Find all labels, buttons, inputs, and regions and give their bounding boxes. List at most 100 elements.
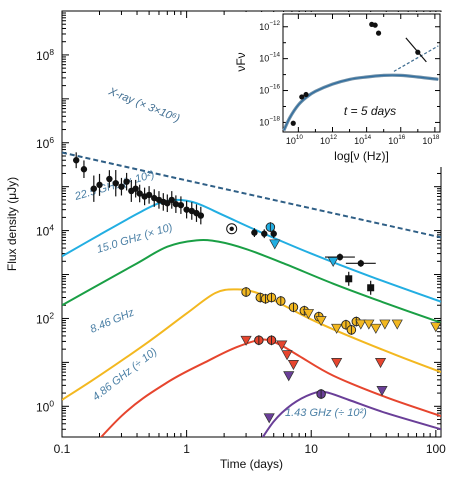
upper-limit-triangle [331, 323, 343, 334]
upper-limit-triangle [355, 319, 367, 330]
series-markers-5 [263, 371, 388, 424]
y-tick-label: 102 [36, 310, 54, 326]
y-tick-label-base: 10 [36, 137, 50, 151]
data-point [90, 185, 98, 192]
inset-y-tick-label-base: 10 [259, 22, 269, 32]
circled-xray-point [229, 226, 234, 231]
series-markers-1 [265, 222, 339, 268]
y-tick-label-base: 10 [36, 312, 50, 326]
inset-x-tick-label-base: 10 [388, 136, 398, 146]
inset-x-axis-label: log[ν (Hz)] [334, 149, 389, 163]
upper-limit-triangle [315, 316, 327, 327]
upper-limit-triangle [281, 350, 293, 361]
series-label-0: X-ray (× 3×10⁶) [106, 85, 182, 125]
data-point [168, 196, 175, 204]
inset-x-tick-label: 1010 [286, 134, 304, 146]
series-curve-0 [62, 151, 441, 239]
x-tick-label: 0.1 [54, 442, 71, 456]
upper-limit-triangle [331, 358, 343, 369]
data-point [270, 230, 277, 237]
inset-y-axis-label: νFν [234, 52, 248, 71]
data-point [145, 191, 153, 199]
data-point [132, 185, 139, 192]
upper-limit-triangle [302, 309, 315, 320]
series-label-2: 15.0 GHz (× 10) [95, 221, 174, 256]
x-tick-label: 10 [305, 442, 319, 456]
inset-y-tick-label-exponent: −14 [269, 52, 280, 59]
data-point [136, 190, 143, 197]
inset-x-tick-label: 1016 [388, 134, 406, 146]
series-label-3: 8.46 GHz [88, 306, 136, 335]
inset-y-tick-label-exponent: −12 [269, 20, 280, 27]
inset-data-point [299, 94, 305, 100]
inset-annotation: t = 5 days [344, 104, 396, 118]
y-tick-label-exponent: 4 [49, 223, 54, 233]
y-tick-label-exponent: 8 [49, 47, 54, 57]
inset-y-tick-label: 10−16 [259, 84, 280, 96]
data-point [261, 230, 268, 237]
inset-plot-area: 1010 1012 1014 1016 101810−1210−1410−1610−18… [232, 12, 446, 167]
inset-data-point [375, 30, 382, 36]
upper-limit-triangle [379, 319, 391, 330]
upper-limit-triangle [376, 386, 388, 397]
upper-limit-triangle [240, 335, 252, 346]
series-label-5: 1.43 GHz (÷ 10²) [285, 407, 367, 419]
inset-y-tick-label-base: 10 [259, 86, 269, 96]
y-tick-label-exponent: 6 [49, 135, 54, 145]
y-tick-label: 106 [36, 135, 54, 151]
upper-limit-triangle [370, 323, 382, 334]
y-tick-label-base: 10 [36, 49, 50, 63]
y-tick-label-exponent: 2 [49, 310, 54, 320]
inset-x-tick-label: 1012 [320, 134, 338, 146]
inset-x-tick-label-exponent: 14 [364, 134, 372, 141]
inset-data-point [303, 91, 309, 98]
upper-limit-triangle [287, 360, 300, 371]
inset-data-point [372, 22, 378, 28]
inset-x-tick-label-base: 10 [286, 136, 296, 146]
inset-x-tick-label: 1018 [422, 134, 440, 146]
upper-limit-triangle [263, 413, 275, 424]
inset-y-tick-label-base: 10 [259, 117, 269, 127]
data-point [183, 206, 190, 213]
series-markers-3 [241, 287, 442, 335]
data-point [164, 200, 171, 207]
series-markers-4 [240, 335, 387, 371]
inset-model-curve [283, 74, 439, 131]
inset-y-tick-label: 10−12 [259, 20, 280, 32]
inset-x-tick-label-base: 10 [354, 136, 364, 146]
y-axis-label: Flux density (μJy) [5, 177, 19, 271]
inset-y-tick-label-base: 10 [259, 54, 269, 64]
data-point [106, 175, 113, 183]
inset-x-tick-label: 1014 [354, 134, 372, 146]
circled-xray-point-ring [226, 223, 238, 235]
series-curve-5 [261, 390, 441, 437]
x-tick-label: 1 [183, 442, 190, 456]
data-point [197, 212, 205, 219]
data-point [172, 200, 180, 208]
y-tick-label-base: 10 [36, 400, 50, 414]
data-point [251, 229, 258, 236]
inset-frame [282, 13, 441, 133]
plot-frame [61, 10, 442, 438]
inset-y-tick-label: 10−14 [259, 52, 280, 64]
data-point [118, 183, 125, 190]
data-point [123, 178, 130, 185]
data-point [72, 157, 80, 164]
upper-limit-triangle [430, 322, 442, 333]
y-tick-label-base: 10 [36, 225, 50, 239]
inset-x-tick-label-exponent: 12 [330, 134, 338, 141]
inset-y-tick-label: 10−18 [259, 115, 280, 127]
x-tick-label: 100 [426, 442, 446, 456]
inset-x-tick-label-exponent: 10 [296, 134, 304, 141]
inset-y-tick-label-exponent: −16 [269, 84, 280, 91]
upper-limit-triangle [269, 239, 281, 250]
data-point [112, 180, 119, 187]
upper-limit-triangle [283, 371, 295, 382]
inset-x-tick-label-exponent: 16 [398, 134, 406, 141]
inset-x-tick-label-exponent: 18 [432, 134, 440, 141]
inset-data-point [290, 120, 296, 126]
upper-limit-triangle [276, 340, 288, 351]
data-point [80, 166, 88, 173]
inset-x-tick-label-base: 10 [422, 136, 432, 146]
